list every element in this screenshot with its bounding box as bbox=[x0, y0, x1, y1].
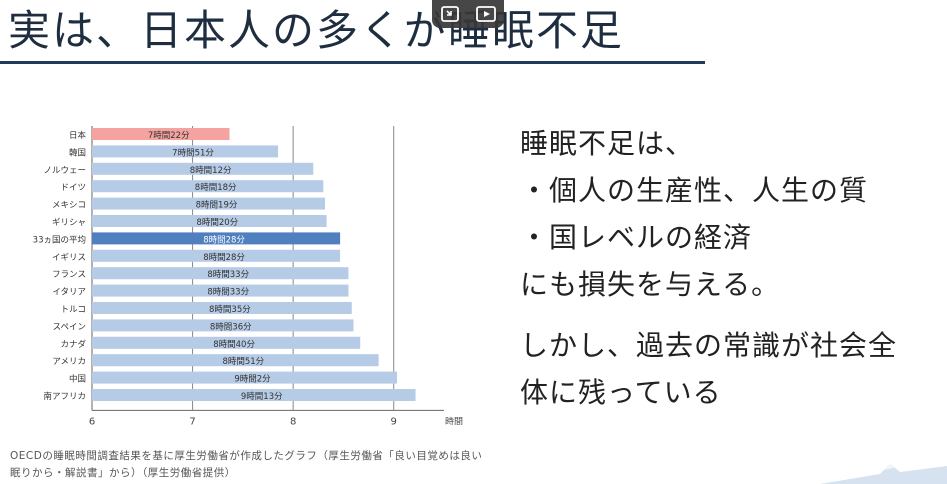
bar bbox=[92, 267, 349, 280]
data-label: 8時間40分 bbox=[213, 340, 255, 350]
category-label: ノルウェー bbox=[43, 166, 86, 176]
body-spacer bbox=[520, 308, 947, 322]
data-label: 8時間28分 bbox=[203, 253, 245, 263]
data-label: 8時間19分 bbox=[196, 201, 238, 211]
data-label: 8時間28分 bbox=[203, 235, 245, 245]
bar bbox=[92, 354, 379, 367]
body-line-2: ・個人の生産性、人生の質 bbox=[520, 174, 869, 207]
category-label: メキシコ bbox=[52, 201, 86, 211]
data-label: 8時間18分 bbox=[195, 183, 237, 193]
category-label: 中国 bbox=[69, 374, 86, 385]
category-label: スペイン bbox=[53, 322, 86, 332]
category-label: イギリス bbox=[52, 253, 86, 263]
bar bbox=[92, 249, 341, 262]
data-label: 8時間33分 bbox=[207, 288, 249, 298]
data-label: 8時間51分 bbox=[222, 357, 264, 367]
bar bbox=[92, 128, 230, 140]
x-unit-label: 時間 bbox=[445, 416, 463, 425]
bar bbox=[92, 319, 354, 332]
category-label: 日本 bbox=[69, 130, 87, 141]
category-label: 南アフリカ bbox=[43, 391, 86, 402]
decorative-mountain bbox=[820, 464, 947, 484]
bar bbox=[92, 284, 349, 297]
category-label: ドイツ bbox=[60, 183, 86, 193]
body-line-4: にも損失を与える。 bbox=[520, 268, 781, 301]
category-label: イタリア bbox=[52, 288, 86, 298]
video-overlay-controls bbox=[432, 0, 504, 28]
x-tick-label: 6 bbox=[89, 416, 95, 425]
data-label: 8時間12分 bbox=[190, 166, 232, 176]
data-label: 9時間13分 bbox=[241, 392, 283, 402]
bar bbox=[92, 180, 324, 193]
body-line-3: ・国レベルの経済 bbox=[520, 221, 753, 254]
category-label: 韓国 bbox=[69, 147, 86, 158]
category-label: フランス bbox=[52, 270, 86, 280]
bar bbox=[92, 336, 361, 349]
pip-icon[interactable] bbox=[475, 5, 497, 23]
body-line-7: 体に残っている bbox=[520, 376, 722, 409]
bar bbox=[92, 215, 327, 227]
bar bbox=[92, 302, 352, 314]
exit-fullscreen-icon[interactable] bbox=[440, 5, 460, 23]
x-tick-label: 7 bbox=[189, 416, 195, 425]
x-tick-label: 8 bbox=[290, 416, 296, 425]
title-underline bbox=[0, 61, 705, 64]
bar bbox=[92, 371, 398, 384]
category-label: カナダ bbox=[60, 339, 86, 350]
x-tick-label: 9 bbox=[391, 416, 397, 425]
data-label: 9時間2分 bbox=[234, 375, 271, 385]
page-title: 実は、日本人の多くが睡眠不足 bbox=[8, 6, 625, 55]
chart-caption: OECDの睡眠時間調査結果を基に厚生労働省が作成したグラフ（厚生労働省「良い目覚… bbox=[10, 450, 483, 479]
category-label: 33ヵ国の平均 bbox=[33, 234, 86, 245]
category-label: アメリカ bbox=[52, 357, 86, 367]
bar bbox=[92, 162, 314, 175]
data-label: 8時間33分 bbox=[207, 270, 249, 280]
body-line-6: しかし、過去の常識が社会全 bbox=[520, 329, 898, 362]
data-label: 7時間51分 bbox=[172, 148, 214, 158]
bar bbox=[92, 232, 341, 245]
data-label: 8時間20分 bbox=[196, 218, 238, 228]
bar bbox=[92, 389, 416, 401]
data-label: 7時間22分 bbox=[148, 131, 190, 141]
body-text: 睡眠不足は、 ・個人の生産性、人生の質 ・国レベルの経済 にも損失を与える。 し… bbox=[520, 120, 947, 416]
body-line-1: 睡眠不足は、 bbox=[520, 127, 695, 160]
bar bbox=[92, 145, 279, 158]
data-label: 8時間35分 bbox=[209, 305, 251, 315]
bar bbox=[92, 197, 326, 210]
data-label: 8時間36分 bbox=[210, 322, 252, 332]
category-label: トルコ bbox=[61, 305, 86, 315]
category-label: ギリシャ bbox=[52, 218, 86, 228]
